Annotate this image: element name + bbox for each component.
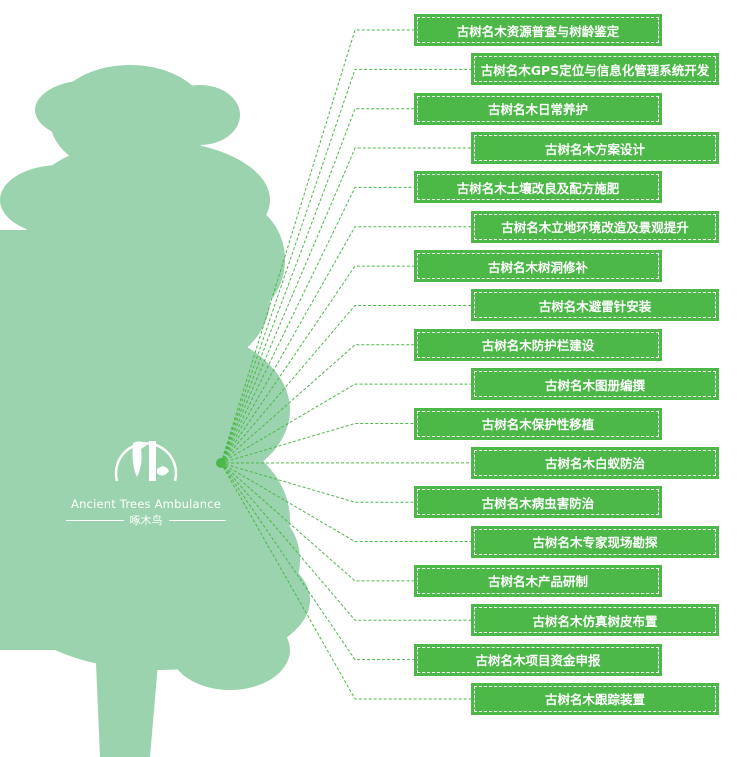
service-label: 古树名木项目资金申报 <box>417 646 659 673</box>
service-box: 古树名木产品研制 <box>414 564 662 597</box>
service-label: 古树名木跟踪装置 <box>474 685 716 712</box>
connector-line <box>220 68 471 464</box>
service-label: 古树名木土壤改良及配方施肥 <box>417 174 659 201</box>
connector-line <box>220 265 414 464</box>
service-box: 古树名木避雷针安装 <box>471 289 719 322</box>
hub-dot <box>216 458 226 468</box>
connector-line <box>220 304 471 464</box>
service-box: 古树名木图册编撰 <box>471 368 719 401</box>
service-label: 古树名木避雷针安装 <box>474 292 716 319</box>
service-box: 古树名木树洞修补 <box>414 250 662 283</box>
service-label: 古树名木产品研制 <box>417 567 659 594</box>
connector-line <box>220 108 414 464</box>
logo: Ancient Trees Ambulance 啄木鸟 <box>66 425 226 528</box>
service-box: 古树名木GPS定位与信息化管理系统开发 <box>471 53 719 86</box>
service-box: 古树名木防护栏建设 <box>414 328 662 361</box>
service-box: 古树名木保护性移植 <box>414 407 662 440</box>
service-box: 古树名木项目资金申报 <box>414 643 662 676</box>
service-label: 古树名木树洞修补 <box>417 253 659 280</box>
service-box: 古树名木土壤改良及配方施肥 <box>414 171 662 204</box>
service-box: 古树名木仿真树皮布置 <box>471 604 719 637</box>
service-label: 古树名木图册编撰 <box>474 371 716 398</box>
connector-line <box>220 29 414 464</box>
connector-line <box>220 147 471 464</box>
service-label: 古树名木保护性移植 <box>417 410 659 437</box>
service-label: 古树名木病虫害防治 <box>417 489 659 516</box>
connector-line <box>220 423 414 464</box>
service-box: 古树名木跟踪装置 <box>471 682 719 715</box>
connector-line <box>220 462 414 503</box>
service-label: 古树名木日常养护 <box>417 95 659 122</box>
connector-line <box>220 462 414 661</box>
connectors <box>220 29 471 700</box>
connector-line <box>220 383 471 464</box>
logo-chinese-name: 啄木鸟 <box>129 514 163 527</box>
service-label: 古树名木仿真树皮布置 <box>474 607 716 634</box>
service-label: 古树名木专家现场勘探 <box>474 528 716 555</box>
service-label: 古树名木资源普查与树龄鉴定 <box>417 17 659 43</box>
connector-line <box>220 462 414 582</box>
service-label: 古树名木GPS定位与信息化管理系统开发 <box>474 56 716 83</box>
connector-line <box>220 186 414 464</box>
connector-line <box>220 226 471 464</box>
service-box: 古树名木病虫害防治 <box>414 486 662 519</box>
logo-english-name: Ancient Trees Ambulance <box>71 497 221 511</box>
service-box: 古树名木资源普查与树龄鉴定 <box>414 14 662 46</box>
woodpecker-logo-icon <box>114 441 178 482</box>
service-label: 古树名木白蚁防治 <box>474 449 716 476</box>
service-label: 古树名木方案设计 <box>474 135 716 162</box>
tree-silhouette <box>0 65 310 757</box>
service-box: 古树名木立地环境改造及景观提升 <box>471 210 719 243</box>
connector-line <box>220 462 471 543</box>
service-box: 古树名木专家现场勘探 <box>471 525 719 558</box>
service-box: 古树名木方案设计 <box>471 132 719 165</box>
service-label: 古树名木防护栏建设 <box>417 331 659 358</box>
service-box: 古树名木日常养护 <box>414 92 662 125</box>
connector-line <box>220 462 471 700</box>
service-label: 古树名木立地环境改造及景观提升 <box>474 213 716 240</box>
connector-line <box>220 462 471 621</box>
service-box: 古树名木白蚁防治 <box>471 446 719 479</box>
